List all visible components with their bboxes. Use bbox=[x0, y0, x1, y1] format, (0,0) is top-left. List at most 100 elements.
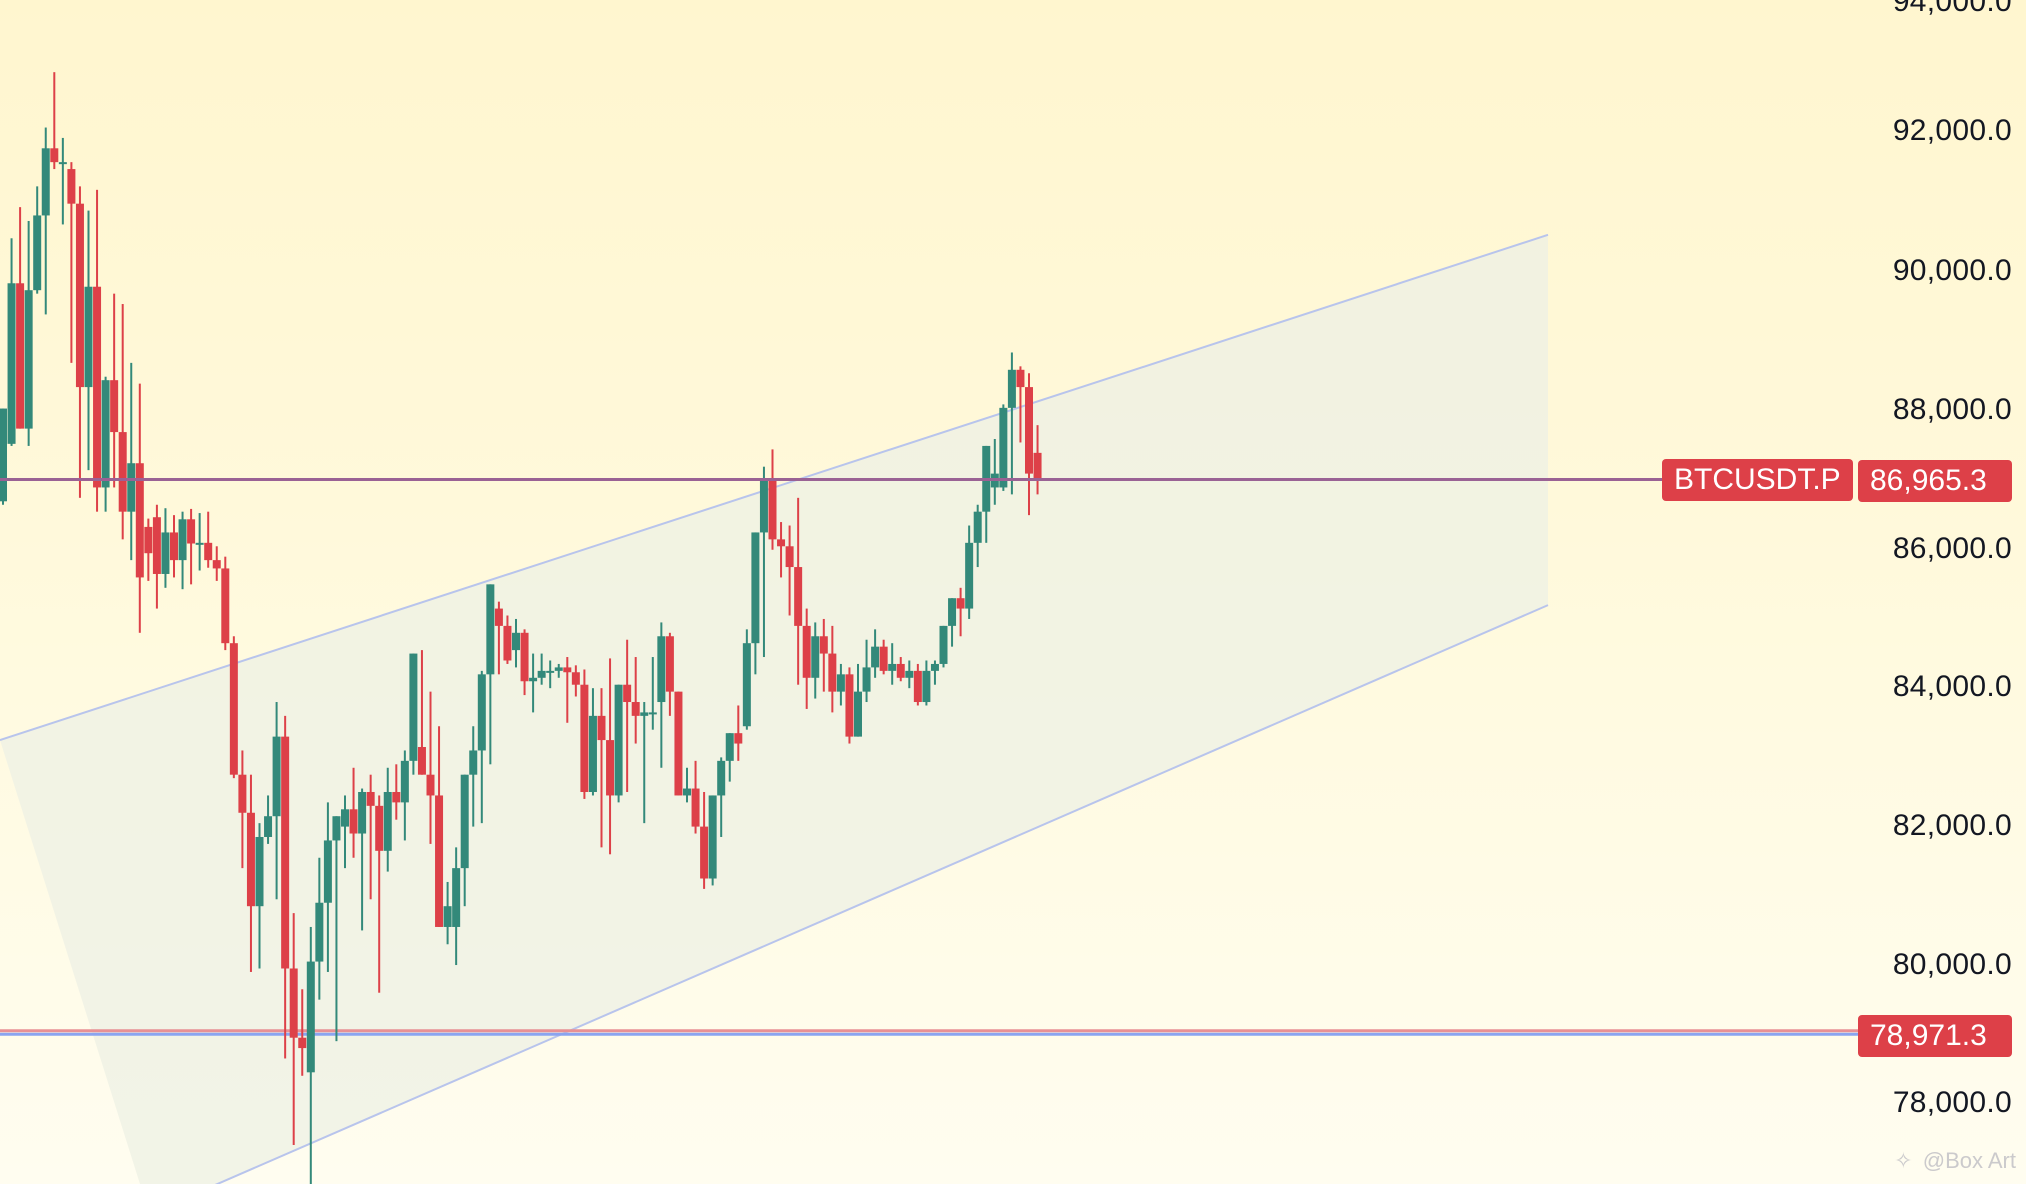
candle-body-up bbox=[477, 674, 486, 751]
candle-body-up bbox=[460, 774, 469, 869]
candle-wick bbox=[61, 137, 64, 225]
candle-wick bbox=[788, 525, 791, 616]
candle-body-down bbox=[417, 747, 426, 775]
candle-wick bbox=[643, 702, 646, 824]
candle-wick bbox=[53, 72, 56, 170]
candle-wick bbox=[993, 439, 996, 505]
candle-body-down bbox=[50, 148, 59, 163]
candle-body-up bbox=[512, 632, 520, 651]
candle-body-down bbox=[204, 542, 213, 561]
candle-body-down bbox=[802, 625, 811, 678]
candle-body-down bbox=[828, 653, 837, 692]
candle-body-down bbox=[349, 809, 358, 834]
watermark: ✧ @Box Art bbox=[1894, 1148, 2016, 1174]
candle-body-up bbox=[7, 283, 16, 444]
candle-body-down bbox=[580, 684, 589, 792]
candle-body-down bbox=[289, 968, 298, 1038]
candle-body-down bbox=[520, 632, 529, 682]
candle-body-down bbox=[665, 636, 674, 692]
candle-body-down bbox=[623, 684, 632, 703]
candle-body-up bbox=[383, 791, 392, 851]
candle-body-down bbox=[503, 625, 512, 661]
candle-body-down bbox=[392, 791, 401, 803]
candle-body-down bbox=[606, 740, 615, 796]
candle-body-up bbox=[255, 836, 264, 907]
channel-fill bbox=[0, 234, 1548, 1184]
candle-body-down bbox=[597, 715, 606, 741]
candle-body-up bbox=[486, 584, 495, 675]
candle-body-down bbox=[819, 636, 828, 654]
candle-wick bbox=[532, 653, 535, 713]
candle-body-down bbox=[691, 788, 700, 827]
candle-body-down bbox=[221, 568, 230, 644]
candle-body-up bbox=[930, 663, 939, 671]
candle-body-down bbox=[1016, 369, 1025, 388]
candle-body-down bbox=[229, 643, 238, 775]
candle-body-up bbox=[871, 646, 880, 668]
candle-wick bbox=[557, 663, 560, 678]
candle-body-up bbox=[101, 380, 110, 488]
candle-wick bbox=[497, 601, 500, 675]
candle-body-up bbox=[41, 148, 50, 216]
candle-body-up bbox=[811, 636, 820, 678]
candle-body-up bbox=[751, 532, 760, 644]
candle-body-up bbox=[905, 670, 914, 678]
candle-body-up bbox=[127, 463, 136, 512]
candle-body-up bbox=[725, 733, 734, 761]
candle-body-up bbox=[708, 795, 717, 879]
price-axis-tick: 84,000.0 bbox=[1892, 670, 2012, 703]
candle-body-up bbox=[264, 816, 273, 837]
candle-body-down bbox=[298, 1037, 307, 1049]
candle-body-down bbox=[768, 480, 777, 540]
candle-wick bbox=[762, 466, 765, 658]
candle-body-down bbox=[734, 733, 743, 744]
candle-wick bbox=[335, 816, 338, 1042]
candle-body-down bbox=[67, 169, 76, 204]
candle-body-up bbox=[862, 667, 871, 692]
candle-body-up bbox=[33, 215, 42, 291]
candle-body-up bbox=[332, 816, 341, 841]
channel-lower-line bbox=[214, 604, 1549, 1184]
candle-wick bbox=[70, 162, 73, 363]
candle-body-up bbox=[836, 674, 845, 692]
candle-wick bbox=[549, 660, 552, 689]
candle-wick bbox=[933, 660, 936, 685]
candle-body-up bbox=[640, 712, 649, 716]
candle-body-down bbox=[366, 791, 375, 806]
price-axis-tick: 78,000.0 bbox=[1892, 1086, 2012, 1119]
candle-body-down bbox=[845, 674, 854, 737]
candle-body-up bbox=[306, 961, 315, 1073]
candle-body-up bbox=[717, 760, 726, 796]
candle-wick bbox=[121, 304, 124, 540]
candle-body-up bbox=[546, 670, 555, 673]
candle-body-up bbox=[854, 691, 862, 737]
candle-wick bbox=[540, 653, 543, 685]
candle-body-down bbox=[135, 463, 144, 578]
candle-body-down bbox=[563, 667, 572, 673]
candle-body-down bbox=[187, 519, 196, 544]
candle-body-down bbox=[777, 539, 786, 547]
candle-body-up bbox=[161, 532, 170, 574]
candle-body-up bbox=[529, 677, 538, 682]
candle-body-up bbox=[443, 906, 452, 927]
candle-body-up bbox=[965, 542, 974, 609]
candle-wick bbox=[207, 511, 210, 568]
candle-body-down bbox=[956, 598, 965, 609]
candle-body-up bbox=[683, 788, 691, 796]
candle-body-down bbox=[75, 203, 84, 388]
candle-body-up bbox=[759, 480, 768, 533]
candle-body-up bbox=[648, 712, 657, 715]
candle-wick bbox=[198, 513, 201, 571]
candle-body-down bbox=[16, 283, 25, 429]
candle-body-up bbox=[999, 407, 1008, 488]
price-axis-tick: 80,000.0 bbox=[1892, 948, 2012, 981]
support-price-tag: 78,971.3 bbox=[1858, 1015, 2012, 1057]
candle-body-up bbox=[24, 290, 33, 429]
candle-wick bbox=[369, 774, 372, 900]
diamond-logo-icon: ✧ bbox=[1894, 1148, 1913, 1173]
candle-wick bbox=[686, 767, 688, 803]
current-price-tag: 86,965.3 bbox=[1858, 460, 2012, 502]
candle-wick bbox=[429, 691, 432, 844]
